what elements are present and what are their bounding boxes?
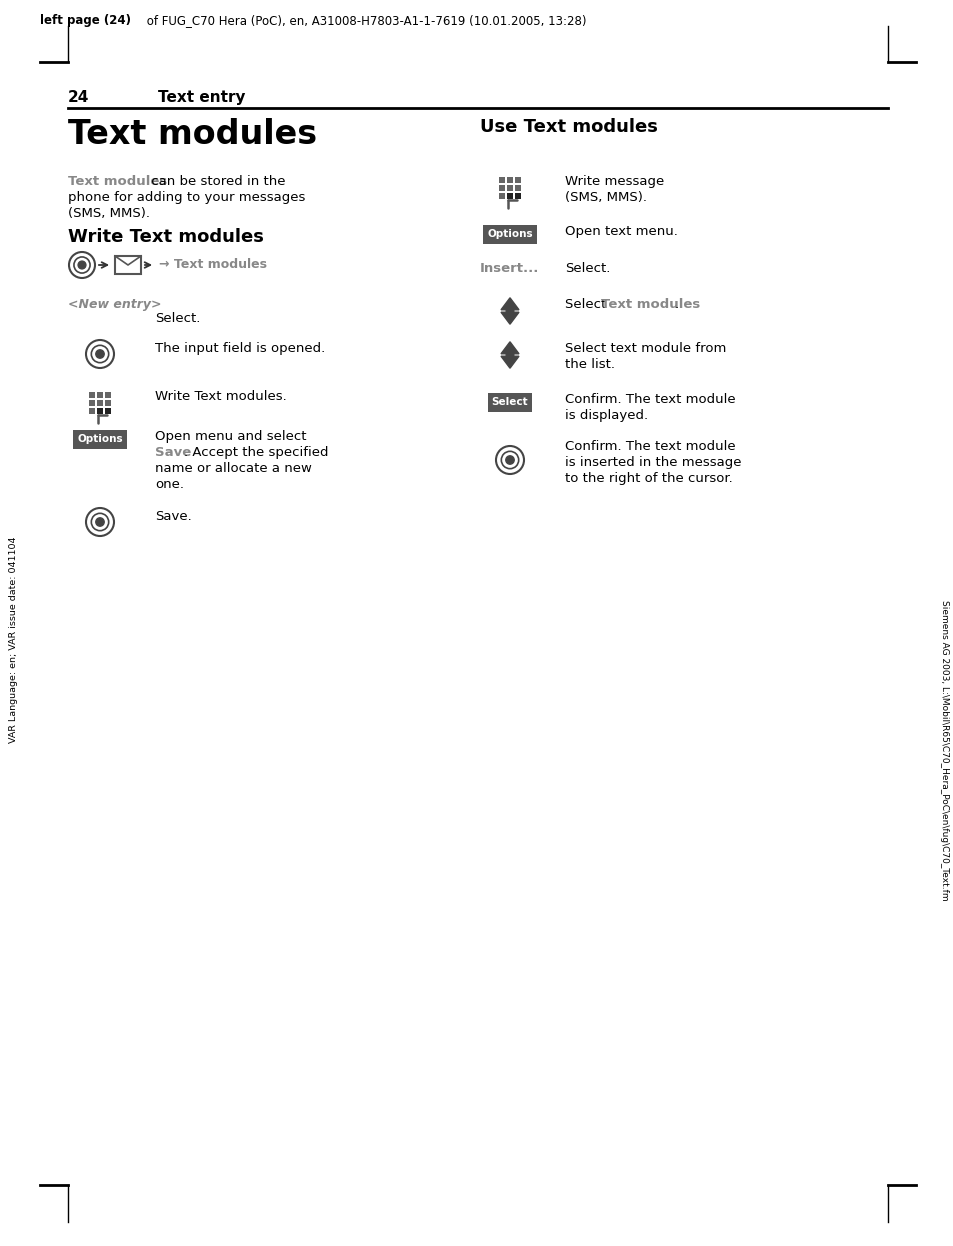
Bar xyxy=(488,392,532,411)
Circle shape xyxy=(95,518,104,526)
Text: Text modules: Text modules xyxy=(600,298,700,312)
Text: one.: one. xyxy=(154,478,184,491)
Text: Save.: Save. xyxy=(154,510,192,523)
Bar xyxy=(97,400,103,406)
Bar xyxy=(515,177,520,183)
Text: the list.: the list. xyxy=(564,358,615,371)
Bar xyxy=(482,224,537,243)
Bar xyxy=(506,193,513,199)
Text: <New entry>: <New entry> xyxy=(68,298,161,312)
Circle shape xyxy=(506,351,514,359)
Text: of FUG_C70 Hera (PoC), en, A31008-H7803-A1-1-7619 (10.01.2005, 13:28): of FUG_C70 Hera (PoC), en, A31008-H7803-… xyxy=(143,14,586,27)
Bar xyxy=(498,177,504,183)
Text: Write message: Write message xyxy=(564,174,663,188)
Text: Siemens AG 2003, L:\Mobil\R65\C70_Hera_PoC\en\fug\C70_Text.fm: Siemens AG 2003, L:\Mobil\R65\C70_Hera_P… xyxy=(940,599,948,901)
Text: Open text menu.: Open text menu. xyxy=(564,226,678,238)
Text: Select text module from: Select text module from xyxy=(564,341,725,355)
Bar xyxy=(105,407,111,414)
Text: (SMS, MMS).: (SMS, MMS). xyxy=(564,191,646,204)
Text: Use Text modules: Use Text modules xyxy=(479,118,658,136)
Text: → Text modules: → Text modules xyxy=(159,258,267,272)
Text: . Accept the specified: . Accept the specified xyxy=(184,446,328,459)
Text: Text modules: Text modules xyxy=(68,118,316,151)
Bar xyxy=(97,391,103,397)
Circle shape xyxy=(95,350,104,358)
Text: Text modules: Text modules xyxy=(68,174,167,188)
Text: Insert...: Insert... xyxy=(479,262,538,275)
Text: can be stored in the: can be stored in the xyxy=(147,174,285,188)
Text: name or allocate a new: name or allocate a new xyxy=(154,462,312,475)
Text: phone for adding to your messages: phone for adding to your messages xyxy=(68,191,305,204)
Bar xyxy=(506,184,513,191)
Circle shape xyxy=(78,262,86,269)
Bar xyxy=(89,400,94,406)
Text: is displayed.: is displayed. xyxy=(564,409,647,422)
Bar xyxy=(515,193,520,199)
Polygon shape xyxy=(500,298,518,310)
Bar xyxy=(105,400,111,406)
Bar xyxy=(506,177,513,183)
Text: is inserted in the message: is inserted in the message xyxy=(564,456,740,468)
Polygon shape xyxy=(500,313,518,324)
Bar xyxy=(89,391,94,397)
Bar xyxy=(89,407,94,414)
Text: Select.: Select. xyxy=(154,312,200,325)
Text: Write Text modules: Write Text modules xyxy=(68,228,264,245)
Bar xyxy=(498,193,504,199)
Text: 24: 24 xyxy=(68,90,90,105)
Text: Options: Options xyxy=(487,229,533,239)
Text: Confirm. The text module: Confirm. The text module xyxy=(564,440,735,454)
Text: Select: Select xyxy=(491,397,528,407)
Text: to the right of the cursor.: to the right of the cursor. xyxy=(564,472,732,485)
Text: Write Text modules.: Write Text modules. xyxy=(154,390,287,402)
Bar xyxy=(97,407,103,414)
Text: The input field is opened.: The input field is opened. xyxy=(154,341,325,355)
Text: Select: Select xyxy=(564,298,610,312)
Text: VAR Language: en; VAR issue date: 041104: VAR Language: en; VAR issue date: 041104 xyxy=(10,537,18,744)
Bar xyxy=(498,184,504,191)
Polygon shape xyxy=(500,341,518,354)
Text: Save: Save xyxy=(154,446,191,459)
Text: left page (24): left page (24) xyxy=(40,14,131,27)
Text: Text entry: Text entry xyxy=(158,90,245,105)
Polygon shape xyxy=(500,356,518,369)
Circle shape xyxy=(506,308,514,315)
Bar xyxy=(115,255,141,274)
Text: Select.: Select. xyxy=(564,262,610,275)
Text: Confirm. The text module: Confirm. The text module xyxy=(564,392,735,406)
Text: Open menu and select: Open menu and select xyxy=(154,430,306,444)
Text: .: . xyxy=(675,298,679,312)
Bar xyxy=(515,184,520,191)
Bar xyxy=(73,430,127,449)
Circle shape xyxy=(505,456,514,465)
Bar xyxy=(105,391,111,397)
Text: Options: Options xyxy=(77,434,123,444)
Text: (SMS, MMS).: (SMS, MMS). xyxy=(68,207,150,221)
